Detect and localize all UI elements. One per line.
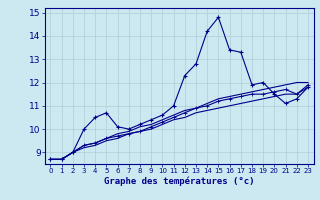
X-axis label: Graphe des températures (°c): Graphe des températures (°c) [104,177,254,186]
